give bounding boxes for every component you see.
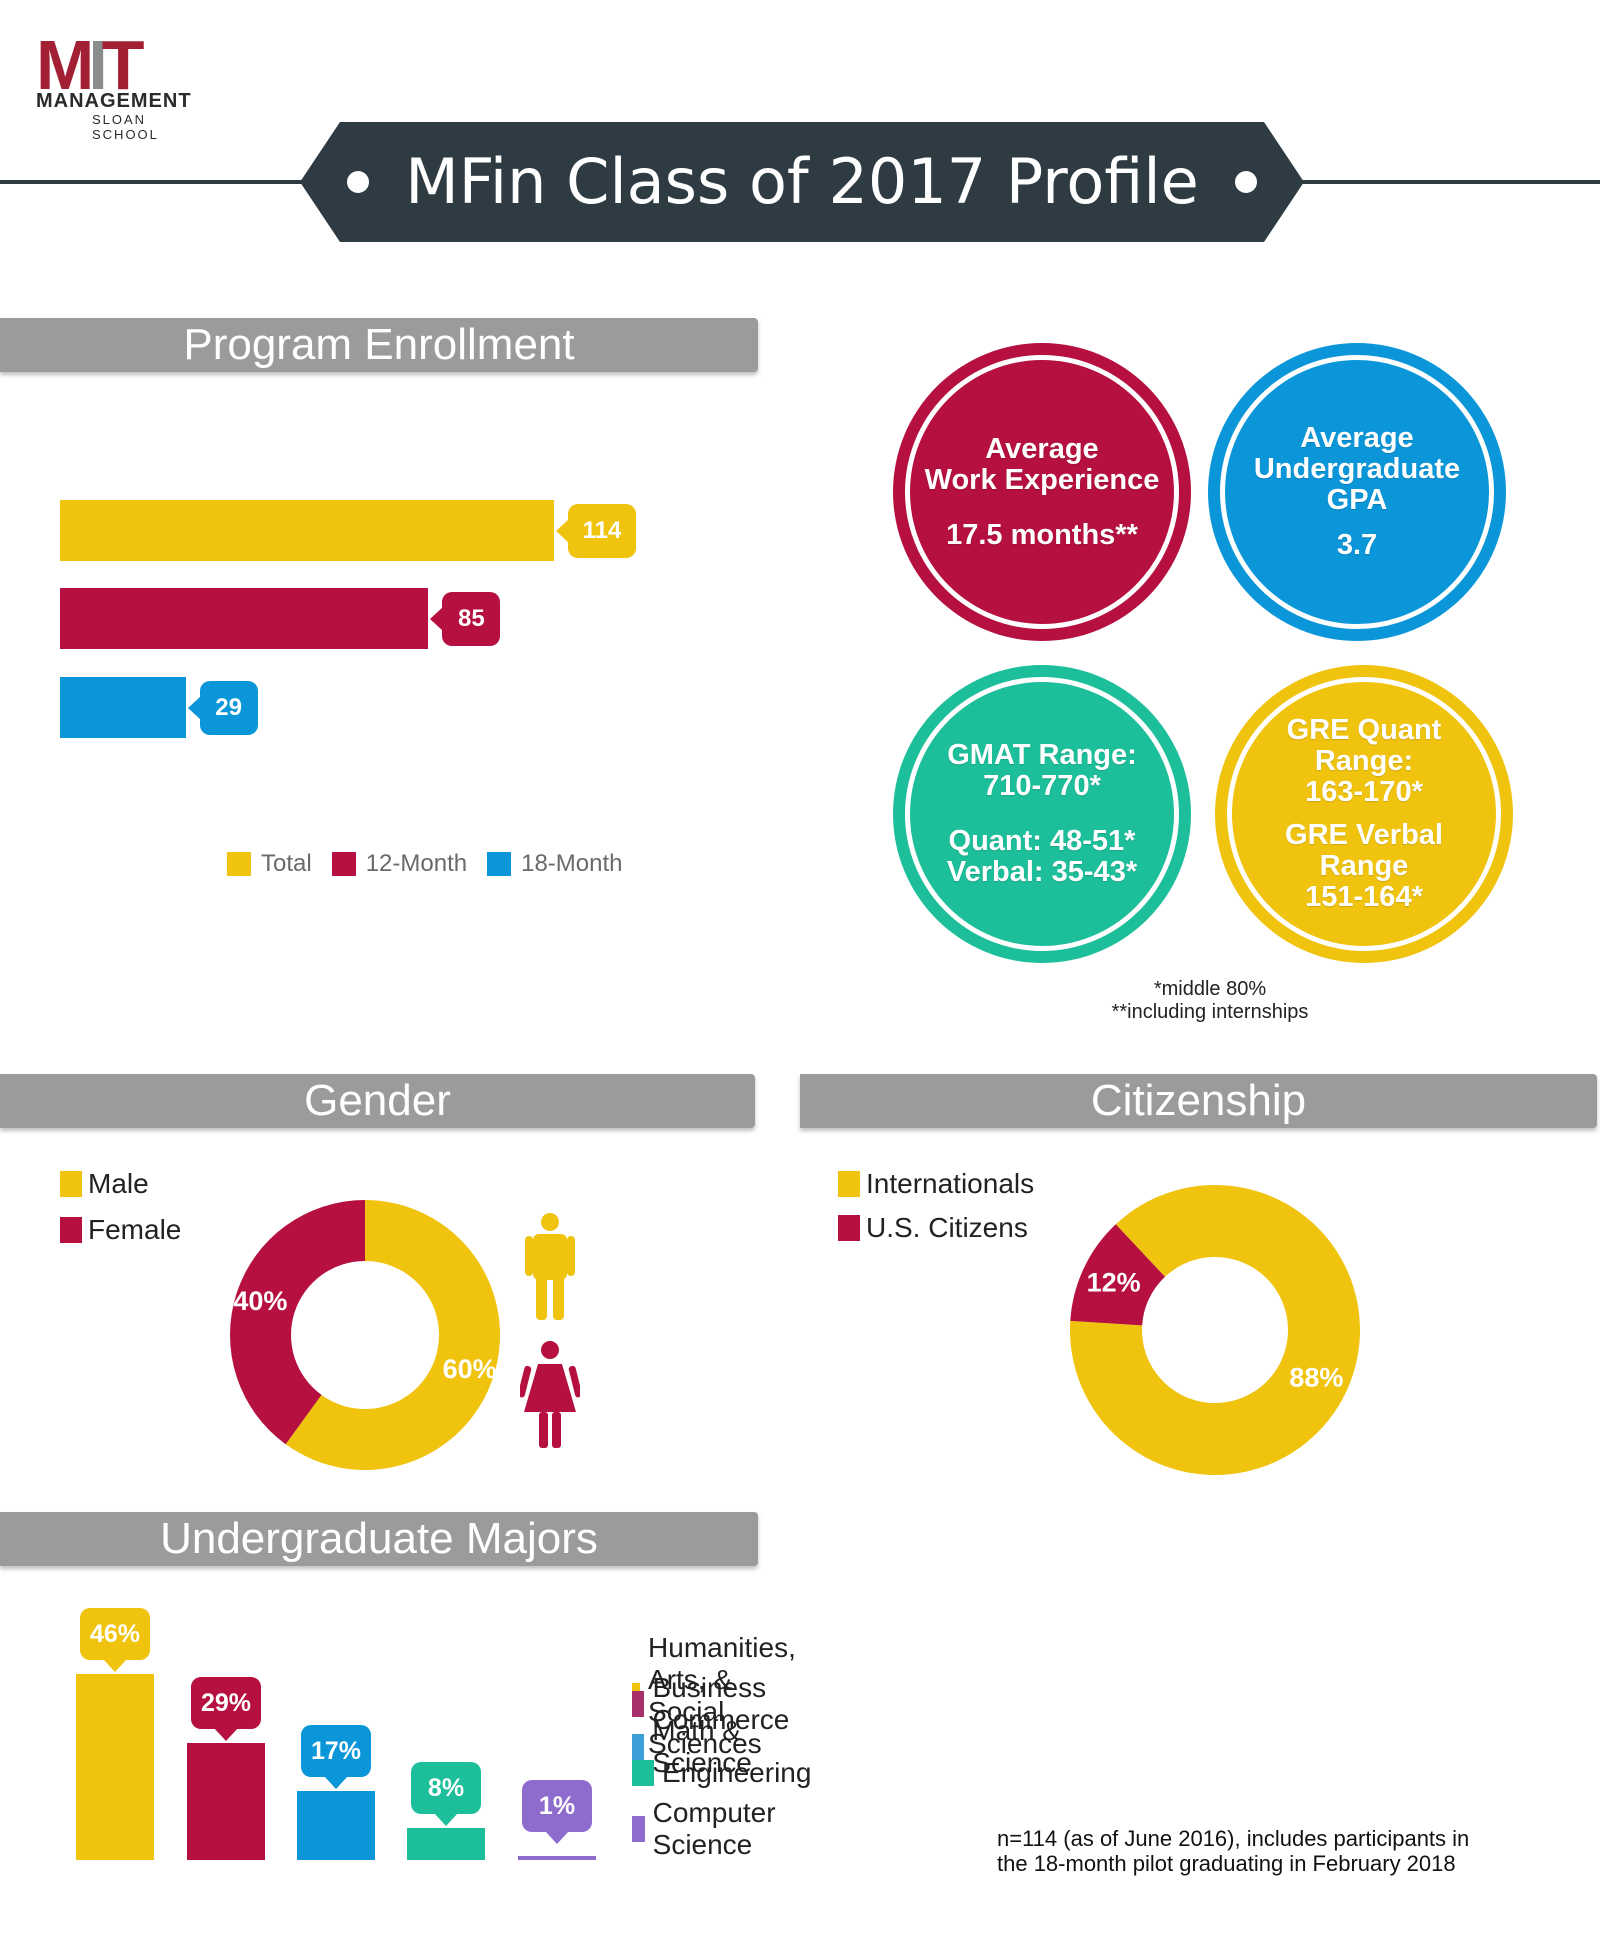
footnote-internships: **including internships — [1111, 1001, 1309, 1023]
majors-bar-label: 29% — [191, 1676, 261, 1741]
legend-swatch-total — [227, 852, 251, 876]
stat-work-value: 17.5 months** — [946, 518, 1138, 551]
majors-bar-label: 17% — [301, 1725, 371, 1790]
majors-legend-label: Math & Science — [652, 1715, 752, 1778]
page-title: MFin Class of 2017 Profile — [405, 145, 1199, 218]
section-header-citizenship: Citizenship — [800, 1074, 1597, 1128]
gender-slice-label: 60% — [443, 1354, 497, 1384]
stat-gpa-title: Average Undergraduate GPA — [1253, 422, 1461, 516]
legend-label-male: Male — [88, 1168, 149, 1199]
enrollment-bar-18-month — [60, 677, 186, 738]
enrollment-label-pointer — [556, 519, 569, 543]
majors-label-pointer — [214, 1727, 238, 1741]
stat-gre-title: GRE Quant Range: 163-170* — [1286, 714, 1442, 808]
majors-bar — [297, 1791, 375, 1860]
stat-gre: GRE Quant Range: 163-170* GRE Verbal Ran… — [1215, 665, 1513, 963]
stat-gpa-value: 3.7 — [1336, 529, 1378, 561]
majors-bar — [76, 1674, 154, 1860]
section-header-enrollment: Program Enrollment — [0, 318, 758, 372]
majors-bar-label: 1% — [522, 1780, 592, 1844]
female-icon — [520, 1341, 580, 1448]
majors-legend-swatch — [632, 1760, 654, 1786]
majors-bar — [407, 1827, 485, 1860]
citizenship-slice-u-s-citizens — [1070, 1224, 1166, 1326]
legend-label-us-citizens: U.S. Citizens — [866, 1212, 1028, 1243]
gender-legend-female: Female — [60, 1214, 181, 1246]
sample-note: n=114 (as of June 2016), includes partic… — [997, 1826, 1470, 1876]
majors-legend-label: Business Commerce — [652, 1672, 790, 1735]
enrollment-label-pointer — [430, 607, 444, 631]
citizenship-slice-label: 88% — [1289, 1363, 1343, 1393]
section-header-gender: Gender — [0, 1074, 755, 1128]
footnote-middle: *middle 80% — [1153, 978, 1267, 1000]
enrollment-bar-total — [60, 500, 554, 561]
majors-label-pointer — [324, 1776, 348, 1790]
gender-slice-label: 40% — [233, 1286, 287, 1316]
legend-label-total: Total — [261, 850, 312, 877]
majors-legend-label: Humanities, Arts, & Social Sciences — [648, 1632, 796, 1759]
majors-label-pointer — [434, 1812, 458, 1826]
citizenship-legend-internationals: Internationals — [838, 1168, 1034, 1200]
stat-gpa: Average Undergraduate GPA 3.7 — [1208, 343, 1506, 641]
stat-gmat-detail: Quant: 48-51* Verbal: 35-43* — [946, 825, 1138, 888]
majors-label-pointer — [103, 1659, 127, 1672]
legend-swatch-18-month — [487, 852, 512, 876]
stat-gre-detail: GRE Verbal Range 151-164* — [1285, 819, 1443, 913]
title-banner — [300, 122, 1304, 242]
legend-swatch-female — [60, 1217, 82, 1243]
majors-bar-label: 8% — [411, 1761, 481, 1826]
enrollment-label-pointer — [187, 696, 201, 720]
majors-label-pointer — [545, 1831, 569, 1844]
male-icon — [525, 1213, 575, 1320]
enrollment-bar-label: 29 — [187, 681, 258, 735]
enrollment-bar-label: 114 — [556, 504, 636, 558]
logo-management: MANAGEMENT — [36, 90, 192, 112]
gender-slice-female — [229, 1200, 365, 1445]
majors-legend-swatch — [632, 1691, 645, 1717]
majors-legend-label: Computer Science — [652, 1797, 776, 1860]
section-header-majors: Undergraduate Majors — [0, 1512, 758, 1566]
gender-slice-male — [285, 1200, 500, 1470]
majors-legend-item: Math & Science — [632, 1715, 762, 1779]
legend-swatch-internationals — [838, 1171, 860, 1197]
majors-bar-label: 46% — [80, 1608, 150, 1672]
majors-legend-item: Humanities, Arts, & Social Sciences — [632, 1632, 810, 1760]
majors-bar — [187, 1742, 265, 1860]
mit-sloan-logo: MIT MANAGEMENT SLOAN SCHOOL — [36, 26, 216, 142]
majors-legend-swatch — [632, 1734, 645, 1760]
title-dot-right — [1235, 171, 1257, 193]
legend-swatch-us-citizens — [838, 1215, 860, 1241]
legend-label-internationals: Internationals — [866, 1168, 1035, 1199]
majors-legend-label: Engineering — [662, 1757, 812, 1788]
citizenship-slice-label: 12% — [1087, 1267, 1141, 1297]
legend-label-18-month: 18-Month — [521, 850, 623, 877]
majors-legend-item: Computer Science — [632, 1797, 785, 1861]
legend-swatch-12-month — [331, 852, 356, 876]
majors-bar — [518, 1855, 596, 1860]
enrollment-bar-12-month — [60, 588, 429, 649]
citizenship-legend-us: U.S. Citizens — [838, 1212, 1028, 1244]
logo-mit: MIT — [36, 26, 145, 104]
citizenship-donut-chart: 88% 12% — [1070, 1185, 1360, 1475]
citizenship-slice-internationals — [1070, 1185, 1360, 1475]
majors-legend-item: Engineering — [632, 1757, 811, 1789]
majors-legend-swatch — [632, 1816, 645, 1842]
logo-school: SLOAN SCHOOL — [92, 112, 159, 142]
stat-gmat: GMAT Range: 710-770* Quant: 48-51* Verba… — [893, 665, 1191, 963]
stat-gmat-title: GMAT Range: 710-770* — [947, 739, 1137, 802]
stat-work-experience: Average Work Experience 17.5 months** — [893, 343, 1191, 641]
gender-legend-male: Male — [60, 1168, 149, 1200]
legend-label-female: Female — [88, 1214, 182, 1245]
title-dot-left — [347, 171, 369, 193]
legend-swatch-male — [60, 1171, 82, 1197]
gender-donut-chart: 60% 40% — [229, 1200, 500, 1470]
enrollment-bar-label: 85 — [430, 592, 501, 646]
enrollment-legend: Total 12-Month 18-Month — [227, 850, 622, 878]
legend-label-12-month: 12-Month — [365, 850, 468, 877]
majors-legend-item: Business Commerce — [632, 1672, 799, 1736]
stat-work-title: Average Work Experience — [924, 432, 1160, 496]
